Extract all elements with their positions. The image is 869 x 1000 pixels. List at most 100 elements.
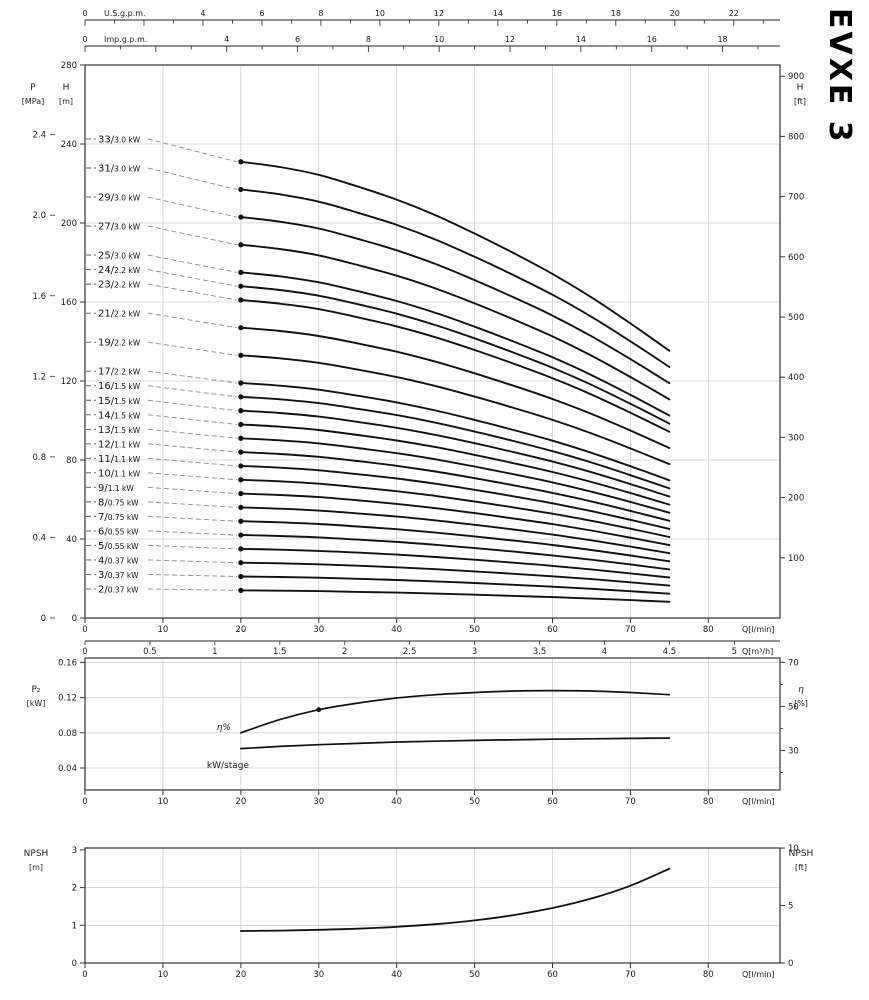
pressure-mpa-tick-label: 0.4: [32, 533, 46, 543]
q-tick-label: 50: [469, 797, 480, 807]
curve-7: 7/0.75 kW: [86, 512, 671, 563]
curve-8: 8/0.75 kW: [86, 497, 671, 555]
curve-path-14: [239, 423, 671, 506]
curve-start-dot: [238, 573, 244, 580]
npsh-m-tick-label: 2: [72, 884, 77, 894]
imp-gpm-axis-title: Imp.g.p.m.: [104, 35, 147, 44]
head-ft-tick-label: 600: [788, 253, 804, 263]
p2-kw-tick-label: 0.16: [58, 658, 77, 668]
us-gpm-tick-label: 8: [318, 9, 323, 18]
curve-start-dot: [238, 546, 244, 552]
curve-label-leader: [147, 443, 237, 453]
curve-19: 19/2.2 kW: [86, 338, 671, 466]
top-flow-scales: 0 4 6 8 10 12 14 16 18 20 22 U.S.g.p.m. 0 4 6 8 10 12 14 16…: [82, 9, 780, 52]
curve-5: 5/0.55 kW: [86, 541, 671, 579]
curve-path-17: [239, 382, 671, 482]
curve-label-leader: [147, 414, 237, 425]
curve-start-dot: [238, 463, 244, 469]
npsh-m-axis-title: NPSH: [24, 849, 49, 859]
curve-path-31: [239, 188, 671, 368]
main-plot-border: [84, 64, 781, 619]
curve-23: 23/2.2 kW: [86, 280, 671, 433]
curve-2: 2/0.37 kW: [86, 584, 671, 603]
imp-gpm-tick-label: 8: [366, 35, 371, 44]
curve-label-leader: [147, 574, 237, 577]
q-tick-label: 70: [625, 797, 636, 807]
head-ft-tick-label: 200: [788, 494, 804, 504]
curve-label-leader: [147, 312, 237, 329]
curve-start-dot: [238, 587, 244, 593]
curve-label-7: 7/0.75 kW: [98, 512, 139, 523]
head-ft-tick-label: 800: [788, 132, 804, 142]
q-lmin-tick-label: 30: [313, 625, 324, 635]
curve-label-leader: [147, 269, 237, 287]
curve-path-13: [239, 437, 671, 514]
curve-path-12: [239, 451, 671, 522]
q-lmin-tick-label: 10: [158, 625, 169, 635]
curve-path-23: [239, 299, 671, 433]
eta-axis-title: η: [798, 685, 804, 695]
curve-path-15: [239, 409, 671, 498]
curve-label-8: 8/0.75 kW: [98, 497, 139, 508]
h-ft-axis-unit: [ft]: [794, 97, 806, 106]
npsh-m-tick-label: 1: [72, 921, 77, 931]
curve-6: 6/0.55 kW: [86, 526, 671, 571]
imp-gpm-tick-label: 16: [647, 35, 657, 44]
curve-path-11: [239, 464, 671, 530]
q-tick-label: 30: [313, 797, 324, 807]
curve-path-7: [239, 520, 671, 563]
pressure-mpa-tick-label: 2.4: [32, 131, 46, 141]
curve-label-31: 31/3.0 kW: [98, 163, 141, 174]
q-m3h-axis-title: Q[m³/h]: [742, 647, 773, 656]
head-m-tick-label: 240: [61, 140, 77, 150]
us-gpm-tick-label: 0: [82, 9, 87, 18]
curve-label-leader: [147, 167, 237, 190]
head-ft-tick-label: 700: [788, 193, 804, 203]
q-lmin-tick-label: 80: [703, 625, 714, 635]
curve-label-12: 12/1.1 kW: [98, 439, 141, 450]
q-tick-label: 80: [703, 970, 714, 980]
curve-25: 25/3.0 kW: [86, 251, 671, 417]
pressure-mpa-tick-label: 1.6: [32, 292, 46, 302]
q-axis-title: Q[l/min]: [742, 970, 775, 979]
q-tick-label: 80: [703, 797, 714, 807]
curve-label-leader: [147, 588, 237, 591]
curve-label-23: 23/2.2 kW: [98, 280, 141, 291]
curve-label-leader: [147, 399, 237, 412]
curve-label-leader: [147, 283, 237, 301]
curve-4: 4/0.37 kW: [86, 555, 671, 587]
curve-29: 29/3.0 kW: [86, 193, 671, 385]
efficiency-curve: [239, 689, 671, 734]
curve-start-dot: [238, 394, 244, 400]
curve-label-16: 16/1.5 kW: [98, 381, 141, 392]
curve-label-leader: [147, 501, 237, 508]
q-m3h-tick-label: 2: [342, 647, 347, 657]
us-gpm-tick-label: 22: [729, 9, 739, 18]
curve-label-15: 15/1.5 kW: [98, 396, 141, 407]
curve-label-leader: [147, 457, 237, 467]
imp-gpm-tick-label: 6: [295, 35, 300, 44]
power-efficiency-chart: 0.04 0.08 0.12 0.16 30 50 70 0 10 20 30 40 50 60 70 80 Q…: [27, 657, 808, 807]
npsh-ft-tick-label: 0: [788, 959, 793, 969]
curve-path-2: [239, 589, 671, 603]
curve-path-19: [239, 354, 671, 466]
us-gpm-tick-label: 12: [434, 9, 444, 18]
us-gpm-tick-label: 16: [552, 9, 562, 18]
curve-path-5: [239, 547, 671, 579]
q-tick-label: 50: [469, 970, 480, 980]
curve-path-8: [239, 506, 671, 555]
us-gpm-tick-label: 10: [375, 9, 385, 18]
npsh-m-tick-label: 0: [72, 959, 77, 969]
q-m3h-tick-label: 2.5: [403, 647, 417, 657]
curve-label-leader: [147, 196, 237, 218]
curve-path-10: [239, 478, 671, 538]
p2-axis-unit: [kW]: [27, 699, 46, 708]
q-tick-label: 70: [625, 970, 636, 980]
curve-label-leader: [147, 544, 237, 550]
q-tick-label: 20: [235, 797, 246, 807]
h-ft-axis-title: H: [797, 83, 804, 93]
imp-gpm-tick-label: 18: [717, 35, 727, 44]
eta-tick-label: 30: [788, 746, 799, 756]
curve-start-dot: [238, 560, 244, 566]
pressure-mpa-tick-label: 1.2: [32, 372, 46, 382]
